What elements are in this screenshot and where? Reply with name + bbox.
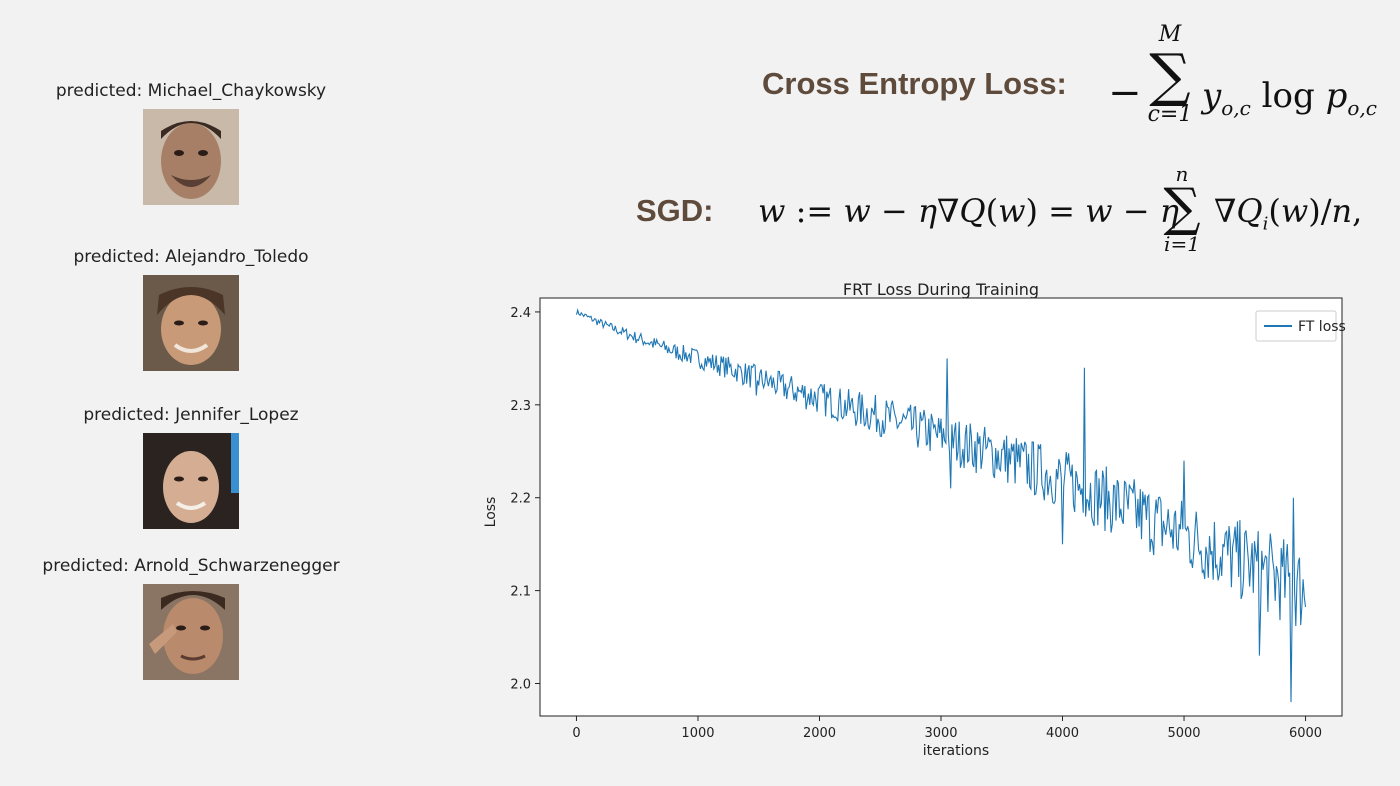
y-tick-label: 2.1 [510,585,531,600]
sgd-title: SGD: [636,193,714,228]
x-axis-label: iterations [923,743,989,759]
y-tick-label: 2.2 [510,492,531,507]
x-tick-label: 3000 [924,726,957,741]
plot-area [539,297,1343,717]
x-tick-label: 0 [572,726,580,741]
cross-entropy-formula: − M ∑ c=1 yo,c log po,c [1108,22,1377,127]
legend: FT loss [1255,310,1346,342]
y-tick-label: 2.4 [510,306,531,321]
loss-chart: FRT Loss During Training 0 1000 2000 3000 40… [483,280,1346,759]
face-image [143,584,239,680]
face-image [143,433,239,529]
x-tick-label: 1000 [681,726,714,741]
chart-title: FRT Loss During Training [843,280,1039,299]
prediction-label: predicted: Arnold_Schwarzenegger [42,556,340,576]
prediction-label: predicted: Alejandro_Toledo [73,247,309,267]
legend-label: FT loss [1298,319,1346,335]
y-tick-label: 2.3 [510,399,531,414]
x-tick-label: 5000 [1167,726,1200,741]
x-tick-label: 6000 [1289,726,1322,741]
face-image [143,109,239,205]
cross-entropy-title: Cross Entropy Loss: [762,66,1067,101]
prediction-2: predicted: Alejandro_Toledo [0,245,382,371]
y-tick-label: 2.0 [510,677,531,692]
prediction-label: predicted: Michael_Chaykowsky [55,81,327,101]
y-axis-label: Loss [483,497,499,528]
prediction-3: predicted: Jennifer_Lopez [0,403,382,529]
prediction-label: predicted: Jennifer_Lopez [83,405,299,425]
prediction-4: predicted: Arnold_Schwarzenegger [0,554,382,680]
x-tick-label: 2000 [803,726,836,741]
ft-loss-series [575,308,1307,703]
sgd-formula: w := w − η∇Q(w) = w − η n ∑ i=1 ∇Qi(w)/n… [758,162,1363,256]
face-image [143,275,239,371]
prediction-1: predicted: Michael_Chaykowsky [0,79,382,205]
x-tick-label: 4000 [1046,726,1079,741]
